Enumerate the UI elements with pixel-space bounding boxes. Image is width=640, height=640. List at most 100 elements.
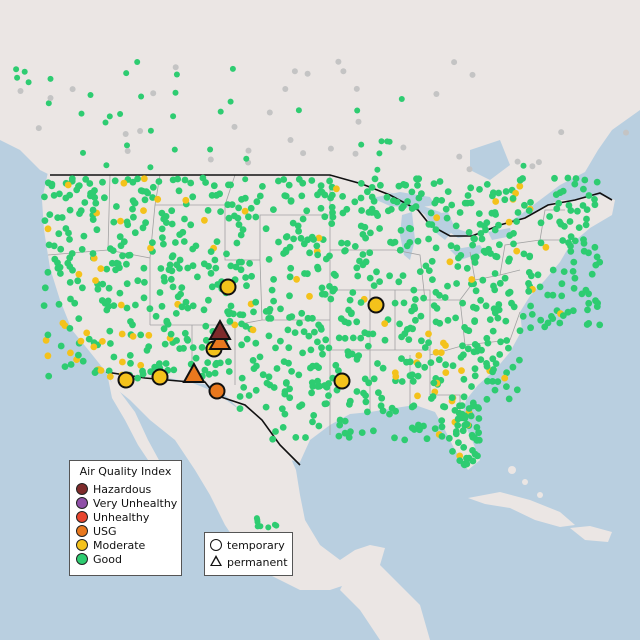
monitor-dot <box>286 292 293 300</box>
monitor-dot <box>75 351 82 359</box>
monitor-dot <box>178 284 186 291</box>
monitor-dot <box>328 203 336 211</box>
monitor-dot <box>433 214 441 222</box>
monitor-dot <box>396 320 403 328</box>
monitor-dot <box>99 280 107 288</box>
monitor-dot <box>398 355 405 362</box>
monitor-dot <box>104 297 112 305</box>
monitor-dot <box>140 207 147 215</box>
monitor-dot <box>126 352 134 359</box>
monitor-dot <box>483 362 491 370</box>
monitor-dot <box>460 351 467 359</box>
monitor-dot <box>137 128 144 134</box>
temporary-monitor[interactable] <box>219 278 237 296</box>
monitor-dot <box>510 230 517 237</box>
permanent-monitor[interactable] <box>182 361 206 383</box>
monitor-dot <box>155 178 163 185</box>
monitor-dot <box>111 177 119 185</box>
monitor-dot <box>304 270 311 278</box>
monitor-dot <box>481 222 488 230</box>
monitor-dot <box>512 189 519 197</box>
monitor-dot <box>252 298 260 306</box>
monitor-dot <box>444 188 452 196</box>
monitor-dot <box>162 360 170 367</box>
legend-label: Hazardous <box>93 483 152 496</box>
monitor-dot <box>428 257 436 265</box>
monitor-dot <box>483 181 491 188</box>
monitor-dot <box>129 333 137 340</box>
monitor-dot <box>282 233 290 241</box>
monitor-dot <box>341 429 349 437</box>
monitor-dot <box>272 344 279 352</box>
monitor-dot <box>119 252 126 260</box>
temporary-monitor[interactable] <box>117 371 135 389</box>
monitor-dot <box>79 357 87 365</box>
monitor-dot <box>45 100 52 107</box>
monitor-dot <box>448 201 456 209</box>
monitor-dot <box>212 361 220 369</box>
monitor-dot <box>519 312 527 320</box>
monitor-dot <box>80 149 86 156</box>
monitor-dot <box>353 85 360 92</box>
monitor-dot <box>178 303 186 311</box>
temporary-monitor[interactable] <box>151 368 169 386</box>
monitor-dot <box>471 372 479 380</box>
monitor-dot <box>442 361 449 369</box>
monitor-dot <box>253 198 261 206</box>
monitor-dot <box>94 285 102 293</box>
monitor-dot <box>129 178 137 186</box>
monitor-dot <box>181 215 188 223</box>
monitor-dot <box>245 213 252 221</box>
monitor-dot <box>403 358 410 366</box>
monitor-dot <box>353 318 361 326</box>
monitor-dot <box>438 423 446 431</box>
monitor-dot <box>326 177 333 185</box>
monitor-dot <box>596 258 604 266</box>
monitor-dot <box>585 299 593 307</box>
monitor-dot <box>179 228 187 236</box>
monitor-dot <box>58 214 66 221</box>
legend-swatch <box>76 525 88 537</box>
monitor-dot <box>268 286 276 294</box>
monitor-dot <box>207 248 215 256</box>
monitor-dot <box>321 213 329 221</box>
temporary-monitor[interactable] <box>333 372 351 390</box>
legend-item-unhealthy: Unhealthy <box>76 511 149 525</box>
monitor-dot <box>200 260 208 268</box>
monitor-dot <box>110 218 118 226</box>
monitor-dot <box>139 370 147 378</box>
monitor-dot <box>581 176 589 184</box>
monitor-dot <box>452 222 460 230</box>
monitor-dot <box>410 286 418 294</box>
monitor-dot <box>45 372 53 380</box>
monitor-dot <box>482 302 490 310</box>
monitor-dot <box>525 269 533 276</box>
temporary-monitor[interactable] <box>208 382 226 400</box>
monitor-dot <box>421 344 429 351</box>
monitor-dot <box>579 202 587 209</box>
monitor-dot <box>544 319 552 327</box>
monitor-dot <box>158 302 166 310</box>
monitor-dot <box>321 382 329 389</box>
monitor-dot <box>571 237 579 245</box>
monitor-dot <box>89 206 97 214</box>
monitor-dot <box>295 175 303 183</box>
monitor-dot <box>421 363 429 371</box>
monitor-dot <box>405 224 413 232</box>
monitor-dot <box>45 241 53 249</box>
monitor-dot <box>50 192 58 199</box>
monitor-dot <box>468 276 476 283</box>
monitor-dot <box>408 371 416 379</box>
monitor-dot <box>169 176 177 184</box>
monitor-dot <box>358 207 365 214</box>
monitor-dot <box>520 250 528 258</box>
monitor-dot <box>339 193 346 200</box>
monitor-dot <box>168 267 176 275</box>
monitor-dot <box>337 315 345 322</box>
monitor-dot <box>413 175 420 183</box>
temporary-monitor[interactable] <box>367 296 385 314</box>
monitor-dot <box>310 236 317 243</box>
monitor-dot <box>429 393 437 400</box>
monitor-dot <box>471 365 479 373</box>
permanent-monitor[interactable] <box>208 318 232 340</box>
